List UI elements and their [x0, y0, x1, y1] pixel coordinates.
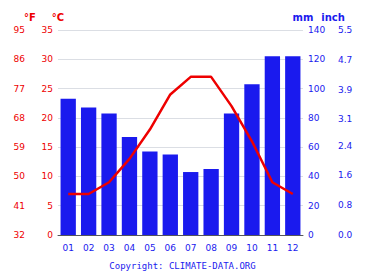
svg-text:86: 86 [14, 54, 26, 64]
svg-text:32: 32 [14, 230, 25, 240]
svg-text:0.0: 0.0 [338, 230, 353, 240]
svg-text:35: 35 [42, 25, 53, 35]
svg-text:03: 03 [103, 243, 114, 253]
svg-text:3.1: 3.1 [338, 114, 352, 124]
svg-text:12: 12 [287, 243, 298, 253]
svg-text:06: 06 [165, 243, 177, 253]
svg-text:10: 10 [246, 243, 258, 253]
svg-text:40: 40 [308, 171, 320, 181]
svg-text:04: 04 [124, 243, 136, 253]
svg-text:4.7: 4.7 [338, 55, 352, 65]
svg-text:140: 140 [308, 25, 325, 35]
svg-text:02: 02 [83, 243, 94, 253]
svg-text:59: 59 [14, 142, 26, 152]
svg-text:120: 120 [308, 54, 325, 64]
svg-text:inch: inch [321, 12, 345, 23]
svg-text:°C: °C [52, 12, 64, 23]
svg-text:09: 09 [226, 243, 238, 253]
svg-text:01: 01 [62, 243, 73, 253]
svg-text:25: 25 [42, 84, 53, 94]
svg-text:0: 0 [47, 230, 53, 240]
svg-text:95: 95 [14, 25, 25, 35]
svg-text:°F: °F [24, 12, 36, 23]
svg-text:5.5: 5.5 [338, 25, 352, 35]
svg-text:08: 08 [205, 243, 217, 253]
svg-text:15: 15 [42, 142, 53, 152]
svg-text:77: 77 [14, 84, 25, 94]
svg-text:3.9: 3.9 [338, 85, 353, 95]
svg-text:68: 68 [14, 113, 26, 123]
svg-text:0: 0 [308, 230, 314, 240]
svg-text:5: 5 [47, 201, 53, 211]
svg-text:80: 80 [308, 113, 320, 123]
svg-text:30: 30 [42, 54, 54, 64]
svg-text:100: 100 [308, 84, 325, 94]
svg-text:41: 41 [14, 201, 25, 211]
svg-text:mm: mm [293, 12, 314, 23]
svg-text:05: 05 [144, 243, 155, 253]
svg-text:60: 60 [308, 142, 320, 152]
svg-text:2.4: 2.4 [338, 141, 353, 151]
svg-text:10: 10 [42, 171, 54, 181]
svg-text:1.6: 1.6 [338, 170, 353, 180]
svg-text:20: 20 [42, 113, 54, 123]
svg-text:07: 07 [185, 243, 196, 253]
svg-text:20: 20 [308, 201, 320, 211]
svg-text:0.8: 0.8 [338, 200, 353, 210]
svg-text:Copyright: CLIMATE-DATA.ORG: Copyright: CLIMATE-DATA.ORG [109, 261, 255, 271]
svg-text:11: 11 [267, 243, 278, 253]
svg-text:50: 50 [14, 171, 26, 181]
